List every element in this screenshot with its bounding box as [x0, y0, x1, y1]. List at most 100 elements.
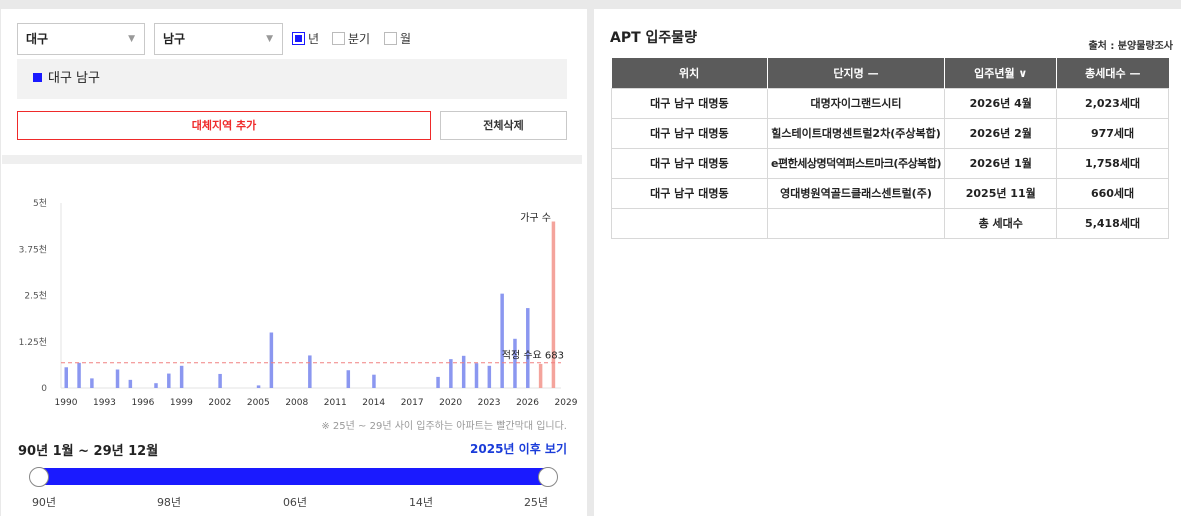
chart-bar — [218, 373, 222, 388]
x-tick-label: 2029 — [555, 398, 578, 408]
cell-total-units: 977세대 — [1056, 117, 1169, 149]
right-panel: APT 입주물량 출처 : 분양물량조사 위치 단지명 — 입주년월 ∨ 총세대… — [594, 9, 1181, 516]
chart-bar — [551, 221, 556, 388]
chart-bar — [179, 365, 184, 388]
chart-bar — [500, 293, 504, 388]
total-label: 총 세대수 — [944, 207, 1058, 239]
cell-location: 대구 남구 대명동 — [611, 147, 768, 179]
x-tick-label: 1999 — [170, 398, 193, 408]
column-complex-name[interactable]: 단지명 — — [767, 58, 946, 88]
chart-bar — [449, 359, 453, 388]
reference-line-label: 적정 수요 683 — [502, 350, 564, 362]
cell-total-units: 660세대 — [1056, 177, 1169, 209]
slider-end-handle[interactable] — [538, 467, 558, 487]
chart-bar — [256, 385, 261, 388]
period-year-label: 년 — [308, 31, 320, 46]
data-source: 출처 : 분양물량조사 — [1088, 41, 1173, 52]
chart-bar — [538, 363, 543, 388]
chart-bar — [461, 355, 466, 388]
chart-bar — [90, 378, 94, 388]
x-tick-label: 2020 — [439, 398, 462, 408]
chart-bar — [474, 363, 479, 388]
x-tick-label: 2005 — [247, 398, 270, 408]
city-select[interactable]: 대구 ▼ — [17, 23, 145, 55]
table-row: 대구 남구 대명동 힐스테이트대명센트럴2차(주상복합) 2026년 2월 97… — [611, 117, 1169, 149]
cell-complex-name: 힐스테이트대명센트럴2차(주상복합) — [766, 117, 946, 149]
chart-bar — [269, 332, 274, 388]
slider-label: 98년 — [156, 496, 182, 509]
x-tick-label: 2002 — [208, 398, 231, 408]
supply-bar-chart: 0 1.25천 2.5천 3.75천 5천 1990 1993 1996 1999 2002 200… — [19, 198, 578, 408]
chart-bar — [128, 379, 133, 388]
checkbox-icon — [332, 31, 345, 45]
chart-bar — [77, 362, 81, 388]
selected-region-label: 대구 남구 — [48, 71, 100, 86]
chart-bar — [513, 338, 517, 388]
cell-location: 대구 남구 대명동 — [611, 117, 768, 149]
x-tick-label: 2014 — [362, 398, 385, 408]
x-tick-label: 2011 — [324, 398, 347, 408]
cell-complex-name: e편한세상명덕역퍼스트마크(주상복합) — [766, 147, 946, 179]
y-tick-label: 3.75천 — [19, 244, 47, 255]
after-2025-link[interactable]: 2025년 이후 보기 — [470, 442, 567, 456]
add-alternative-region-button[interactable]: 대체지역 추가 — [17, 111, 431, 140]
chart-bar — [487, 365, 492, 388]
cell-complex-name: 대명자이그랜드시티 — [766, 87, 946, 119]
cell-move-in-date: 2025년 11월 — [944, 177, 1058, 209]
checkbox-icon — [384, 31, 397, 45]
period-month-checkbox[interactable]: 월 — [384, 28, 411, 48]
cell-empty — [766, 207, 946, 239]
table-row: 대구 남구 대명동 대명자이그랜드시티 2026년 4월 2,023세대 — [611, 87, 1169, 119]
chart-bar — [115, 369, 120, 388]
cell-total-units: 1,758세대 — [1056, 147, 1169, 179]
slider-start-handle[interactable] — [29, 467, 49, 487]
supply-table: 위치 단지명 — 입주년월 ∨ 총세대수 — 대구 남구 대명동 대명자이그랜드… — [611, 58, 1169, 239]
x-tick-label: 2008 — [285, 398, 308, 408]
y-tick-label: 0 — [41, 384, 47, 394]
period-month-label: 월 — [400, 31, 412, 46]
x-tick-label: 2017 — [401, 398, 424, 408]
chevron-down-icon: ▼ — [128, 34, 135, 44]
x-tick-label: 1990 — [55, 398, 78, 408]
x-tick-label: 1996 — [131, 398, 154, 408]
period-slider-track[interactable] — [40, 468, 549, 485]
cell-total-units: 2,023세대 — [1056, 87, 1169, 119]
chart-note: ※ 25년 ~ 29년 사이 입주하는 아파트는 빨간막대 입니다. — [321, 421, 567, 432]
chart-bar — [346, 370, 351, 388]
chevron-down-icon: ▼ — [266, 34, 273, 44]
chart-bar — [526, 308, 530, 388]
y-tick-label: 2.5천 — [24, 291, 47, 302]
city-select-value: 대구 — [26, 32, 49, 46]
supply-title: APT 입주물량 — [610, 30, 698, 46]
series-label: 가구 수 — [520, 212, 551, 224]
slider-label: 06년 — [282, 496, 308, 509]
total-row: 총 세대수 5,418세대 — [611, 207, 1169, 239]
cell-move-in-date: 2026년 2월 — [944, 117, 1058, 149]
chart-bar — [308, 355, 312, 388]
period-quarter-checkbox[interactable]: 분기 — [332, 28, 370, 48]
district-select[interactable]: 남구 ▼ — [154, 23, 283, 55]
cell-location: 대구 남구 대명동 — [611, 177, 768, 209]
y-tick-label: 5천 — [33, 198, 47, 209]
column-location: 위치 — [611, 58, 768, 88]
column-total-units[interactable]: 총세대수 — — [1056, 58, 1169, 88]
cell-move-in-date: 2026년 1월 — [944, 147, 1058, 179]
y-tick-label: 1.25천 — [19, 337, 47, 348]
total-value: 5,418세대 — [1056, 207, 1169, 239]
x-tick-label: 2026 — [516, 398, 539, 408]
district-select-value: 남구 — [163, 32, 186, 46]
period-year-checkbox[interactable]: 년 — [292, 28, 319, 48]
checkbox-checked-icon — [292, 31, 305, 45]
slider-label: 90년 — [31, 496, 57, 509]
slider-label: 25년 — [523, 496, 549, 509]
chart-bar — [167, 373, 171, 388]
column-move-in-date[interactable]: 입주년월 ∨ — [944, 58, 1058, 88]
period-range: 90년 1월 ~ 29년 12월 — [18, 444, 159, 459]
cell-move-in-date: 2026년 4월 — [944, 87, 1058, 119]
chart-bar — [154, 383, 158, 388]
legend-square-icon — [33, 73, 42, 82]
delete-all-button[interactable]: 전체삭제 — [440, 111, 567, 140]
period-quarter-label: 분기 — [348, 31, 371, 46]
chart-bar — [64, 367, 68, 388]
chart-bar — [436, 376, 440, 388]
